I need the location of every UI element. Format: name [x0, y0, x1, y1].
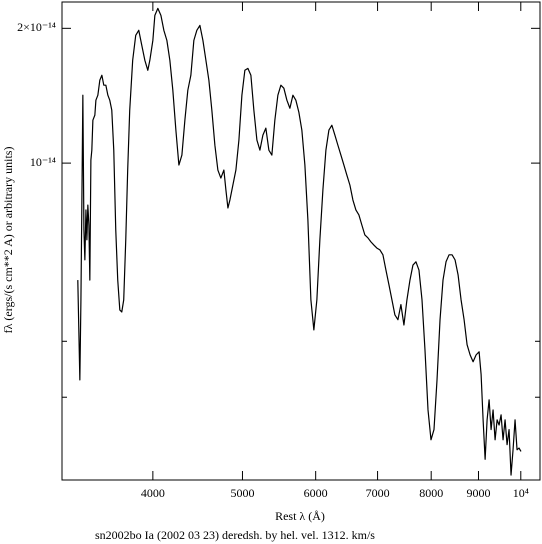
x-tick-label: 9000 [466, 486, 490, 500]
y-tick-label: 2×10⁻¹⁴ [17, 20, 56, 34]
x-tick-label: 10⁴ [513, 486, 529, 500]
x-tick-label: 8000 [419, 486, 443, 500]
x-tick-label: 4000 [141, 486, 165, 500]
chart-title: sn2002bo Ia (2002 03 23) deredsh. by hel… [95, 528, 375, 542]
x-tick-label: 6000 [304, 486, 328, 500]
y-axis-label: fλ (ergs/(s cm**2 A) or arbitrary units) [1, 147, 15, 334]
y-tick-label: 10⁻¹⁴ [30, 155, 56, 169]
spectrum-line [77, 7, 522, 476]
x-tick-label: 7000 [366, 486, 390, 500]
x-axis-label: Rest λ (Å) [275, 509, 325, 523]
x-tick-label: 5000 [230, 486, 254, 500]
plot-frame [61, 1, 541, 481]
